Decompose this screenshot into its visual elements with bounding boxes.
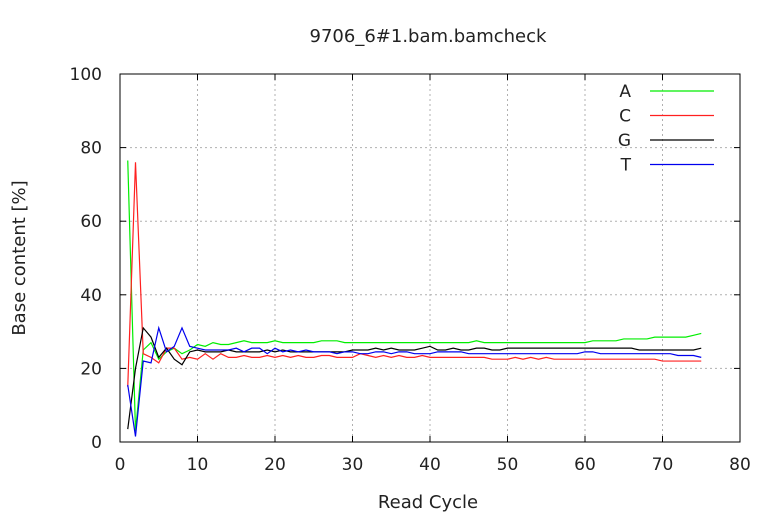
series-line-g <box>127 326 702 430</box>
x-tick-label: 80 <box>729 455 751 475</box>
y-tick-label: 80 <box>80 139 102 159</box>
chart-title: 9706_6#1.bam.bamcheck <box>310 26 547 47</box>
y-axis-title: Base content [%] <box>9 180 30 335</box>
axis-tick-labels: 0 10 20 30 40 50 60 70 80 0 20 40 60 80 100 <box>70 65 751 475</box>
x-tick-label: 50 <box>497 455 519 475</box>
y-tick-label: 20 <box>80 359 102 379</box>
x-tick-label: 20 <box>264 455 286 475</box>
legend-label-c: C <box>619 107 631 127</box>
x-tick-label: 30 <box>342 455 364 475</box>
legend-label-a: A <box>619 82 631 102</box>
x-tick-label: 60 <box>574 455 596 475</box>
x-tick-label: 40 <box>419 455 441 475</box>
y-tick-label: 0 <box>91 433 102 453</box>
x-tick-label: 70 <box>652 455 674 475</box>
y-tick-label: 100 <box>70 65 102 85</box>
series-line-a <box>127 160 702 432</box>
y-tick-label: 60 <box>80 212 102 232</box>
axis-ticks <box>119 73 741 443</box>
x-tick-label: 0 <box>115 455 126 475</box>
series-group <box>127 160 702 437</box>
x-axis-title: Read Cycle <box>378 492 478 513</box>
series-line-t <box>127 325 702 437</box>
x-tick-label: 10 <box>187 455 209 475</box>
legend-label-g: G <box>618 131 631 151</box>
legend-label-t: T <box>620 156 632 176</box>
grid <box>120 74 740 442</box>
y-tick-label: 40 <box>80 286 102 306</box>
series-line-c <box>127 162 702 387</box>
